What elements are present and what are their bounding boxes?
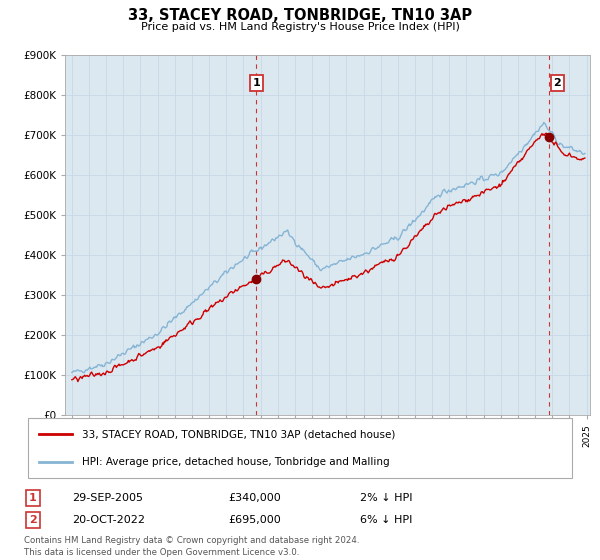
Text: 33, STACEY ROAD, TONBRIDGE, TN10 3AP: 33, STACEY ROAD, TONBRIDGE, TN10 3AP: [128, 8, 472, 24]
Text: 6% ↓ HPI: 6% ↓ HPI: [360, 515, 412, 525]
Text: 1: 1: [29, 493, 37, 503]
Text: 2: 2: [29, 515, 37, 525]
Text: Contains HM Land Registry data © Crown copyright and database right 2024.
This d: Contains HM Land Registry data © Crown c…: [24, 536, 359, 557]
Text: 29-SEP-2005: 29-SEP-2005: [72, 493, 143, 503]
Text: 2: 2: [554, 78, 561, 88]
Text: HPI: Average price, detached house, Tonbridge and Malling: HPI: Average price, detached house, Tonb…: [82, 457, 390, 467]
Text: 2% ↓ HPI: 2% ↓ HPI: [360, 493, 413, 503]
Text: Price paid vs. HM Land Registry's House Price Index (HPI): Price paid vs. HM Land Registry's House …: [140, 22, 460, 32]
Text: 33, STACEY ROAD, TONBRIDGE, TN10 3AP (detached house): 33, STACEY ROAD, TONBRIDGE, TN10 3AP (de…: [82, 429, 396, 439]
Text: 1: 1: [253, 78, 260, 88]
Text: 20-OCT-2022: 20-OCT-2022: [72, 515, 145, 525]
Text: £695,000: £695,000: [228, 515, 281, 525]
Text: £340,000: £340,000: [228, 493, 281, 503]
FancyBboxPatch shape: [28, 418, 572, 478]
